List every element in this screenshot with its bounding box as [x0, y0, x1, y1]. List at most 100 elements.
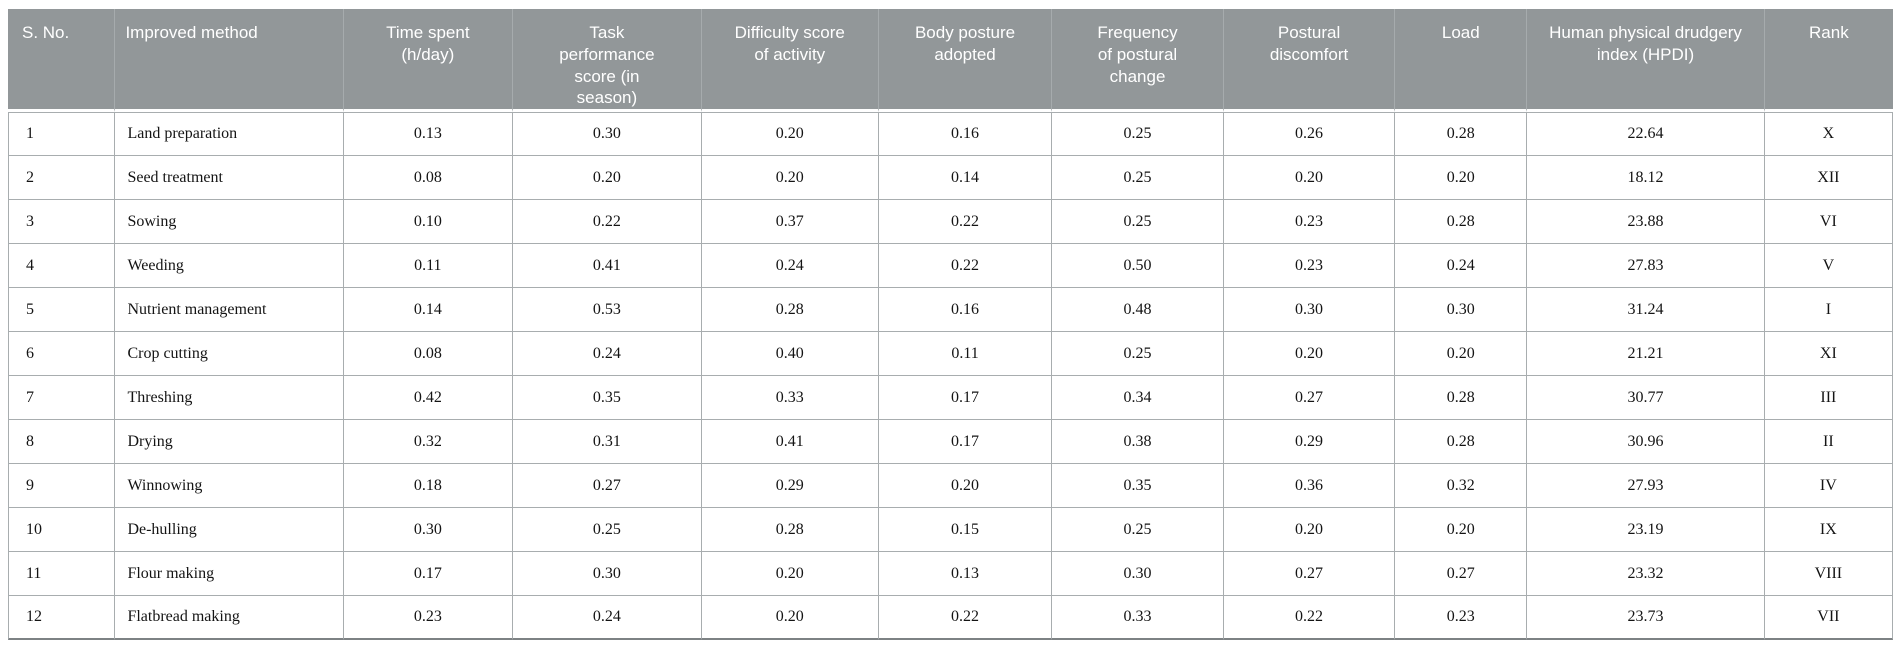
cell-body: 0.22: [878, 200, 1053, 244]
column-header-load: Load: [1395, 9, 1528, 112]
cell-task: 0.20: [513, 156, 702, 200]
cell-hpdi: 22.64: [1527, 112, 1765, 156]
cell-discomfort: 0.23: [1223, 200, 1396, 244]
cell-body: 0.22: [878, 596, 1053, 640]
cell-difficulty: 0.33: [701, 376, 879, 420]
column-header-time: Time spent (h/day): [343, 9, 514, 112]
cell-frequency: 0.25: [1052, 112, 1224, 156]
cell-body: 0.15: [878, 508, 1053, 552]
cell-body: 0.17: [878, 420, 1053, 464]
cell-time: 0.18: [343, 464, 514, 508]
cell-body: 0.17: [878, 376, 1053, 420]
cell-body: 0.20: [878, 464, 1053, 508]
cell-frequency: 0.48: [1052, 288, 1224, 332]
cell-s_no: 1: [8, 112, 116, 156]
cell-discomfort: 0.36: [1223, 464, 1396, 508]
cell-difficulty: 0.24: [701, 244, 879, 288]
cell-load: 0.20: [1395, 508, 1528, 552]
cell-load: 0.30: [1395, 288, 1528, 332]
cell-method: Sowing: [115, 200, 344, 244]
column-header-s_no: S. No.: [8, 9, 116, 112]
column-header-rank: Rank: [1764, 9, 1893, 112]
column-header-method: Improved method: [115, 9, 344, 112]
cell-task: 0.53: [513, 288, 702, 332]
cell-discomfort: 0.20: [1223, 156, 1396, 200]
cell-task: 0.24: [513, 332, 702, 376]
cell-time: 0.08: [343, 332, 514, 376]
cell-body: 0.14: [878, 156, 1053, 200]
cell-method: Weeding: [115, 244, 344, 288]
cell-body: 0.11: [878, 332, 1053, 376]
cell-frequency: 0.38: [1052, 420, 1224, 464]
cell-discomfort: 0.30: [1223, 288, 1396, 332]
cell-task: 0.30: [513, 112, 702, 156]
cell-load: 0.28: [1395, 200, 1528, 244]
cell-time: 0.14: [343, 288, 514, 332]
cell-rank: I: [1764, 288, 1893, 332]
cell-difficulty: 0.20: [701, 112, 879, 156]
cell-time: 0.17: [343, 552, 514, 596]
cell-hpdi: 21.21: [1527, 332, 1765, 376]
column-header-difficulty: Difficulty score of activity: [701, 9, 879, 112]
cell-frequency: 0.35: [1052, 464, 1224, 508]
cell-rank: VIII: [1764, 552, 1893, 596]
cell-difficulty: 0.40: [701, 332, 879, 376]
cell-task: 0.31: [513, 420, 702, 464]
cell-load: 0.23: [1395, 596, 1528, 640]
table-row: 11 Flour making 0.17 0.30 0.20 0.13 0.30 0.27 0.…: [8, 552, 1893, 596]
cell-s_no: 6: [8, 332, 116, 376]
cell-hpdi: 23.32: [1527, 552, 1765, 596]
cell-time: 0.08: [343, 156, 514, 200]
cell-body: 0.16: [878, 112, 1053, 156]
cell-task: 0.41: [513, 244, 702, 288]
table-row: 12 Flatbread making 0.23 0.24 0.20 0.22 0.33 0.…: [8, 596, 1893, 640]
table-header: S. No. Improved method Time spent (h/day) T…: [8, 9, 1893, 112]
cell-s_no: 5: [8, 288, 116, 332]
cell-s_no: 4: [8, 244, 116, 288]
cell-task: 0.30: [513, 552, 702, 596]
cell-difficulty: 0.20: [701, 596, 879, 640]
cell-difficulty: 0.20: [701, 552, 879, 596]
table-row: 1 Land preparation 0.13 0.30 0.20 0.16 0.25 0.2…: [8, 112, 1893, 156]
table-row: 6 Crop cutting 0.08 0.24 0.40 0.11 0.25 0.20 0.2…: [8, 332, 1893, 376]
cell-rank: IX: [1764, 508, 1893, 552]
cell-rank: VI: [1764, 200, 1893, 244]
cell-s_no: 10: [8, 508, 116, 552]
cell-discomfort: 0.20: [1223, 332, 1396, 376]
cell-s_no: 12: [8, 596, 116, 640]
cell-hpdi: 30.77: [1527, 376, 1765, 420]
cell-time: 0.30: [343, 508, 514, 552]
cell-discomfort: 0.20: [1223, 508, 1396, 552]
cell-rank: III: [1764, 376, 1893, 420]
cell-task: 0.24: [513, 596, 702, 640]
cell-s_no: 9: [8, 464, 116, 508]
cell-discomfort: 0.26: [1223, 112, 1396, 156]
cell-s_no: 7: [8, 376, 116, 420]
cell-time: 0.11: [343, 244, 514, 288]
cell-frequency: 0.30: [1052, 552, 1224, 596]
cell-body: 0.16: [878, 288, 1053, 332]
cell-difficulty: 0.37: [701, 200, 879, 244]
cell-method: Seed treatment: [115, 156, 344, 200]
cell-method: De-hulling: [115, 508, 344, 552]
cell-hpdi: 27.83: [1527, 244, 1765, 288]
cell-time: 0.32: [343, 420, 514, 464]
cell-difficulty: 0.28: [701, 288, 879, 332]
cell-task: 0.25: [513, 508, 702, 552]
table-row: 8 Drying 0.32 0.31 0.41 0.17 0.38 0.29 0.28 30.96…: [8, 420, 1893, 464]
cell-time: 0.23: [343, 596, 514, 640]
cell-load: 0.28: [1395, 112, 1528, 156]
cell-task: 0.27: [513, 464, 702, 508]
cell-s_no: 8: [8, 420, 116, 464]
column-header-body: Body posture adopted: [878, 9, 1053, 112]
column-header-discomfort: Postural discomfort: [1223, 9, 1396, 112]
cell-load: 0.28: [1395, 420, 1528, 464]
table-row: 7 Threshing 0.42 0.35 0.33 0.17 0.34 0.27 0.28 30…: [8, 376, 1893, 420]
cell-method: Winnowing: [115, 464, 344, 508]
table-row: 10 De-hulling 0.30 0.25 0.28 0.15 0.25 0.20 0.20…: [8, 508, 1893, 552]
cell-time: 0.42: [343, 376, 514, 420]
cell-difficulty: 0.28: [701, 508, 879, 552]
cell-s_no: 3: [8, 200, 116, 244]
column-header-frequency: Frequency of postural change: [1052, 9, 1224, 112]
